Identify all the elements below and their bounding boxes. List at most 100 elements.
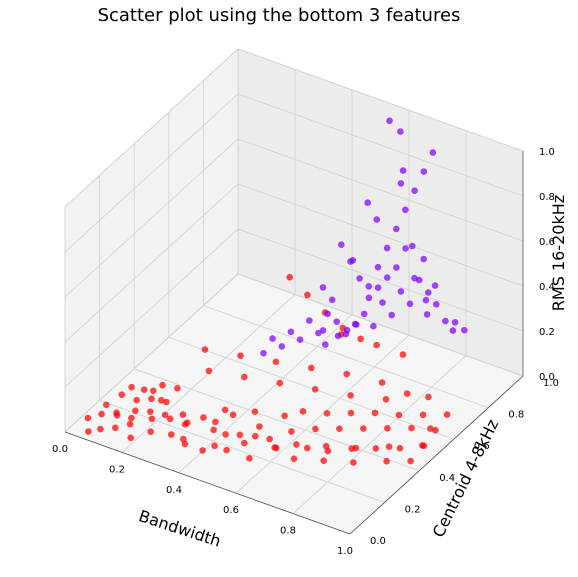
scatter-point [85, 428, 92, 435]
scatter-point [271, 444, 279, 451]
scatter-point [420, 255, 428, 263]
scatter-point [266, 435, 273, 443]
scatter-point [252, 432, 259, 440]
scatter-point [357, 335, 364, 343]
scatter-point [443, 411, 451, 418]
scatter-point [373, 341, 380, 349]
scatter-point [374, 263, 382, 271]
scatter-point [98, 410, 105, 418]
scatter-point [180, 435, 187, 443]
grid-line-y-1 [99, 175, 385, 503]
scatter-point [386, 117, 393, 125]
z-axis-label: RMS 16-20kHz [549, 195, 568, 311]
scatter-point [306, 317, 313, 324]
scatter-point [163, 398, 170, 406]
scatter-point [293, 441, 300, 448]
scatter-point [374, 284, 382, 292]
scatter-point [97, 425, 104, 433]
scatter-point [286, 273, 294, 281]
tick-labels: 0.00.20.40.60.81.00.00.20.40.60.81.00.00… [52, 147, 559, 557]
scatter-point [383, 274, 391, 281]
scatter-point [378, 379, 386, 386]
scatter-point [419, 442, 426, 449]
scatter-point [174, 385, 181, 392]
scatter-point [343, 326, 351, 334]
scatter-point [319, 284, 327, 291]
x-tick-label: 0.2 [109, 464, 125, 475]
scatter-point [159, 381, 166, 389]
scatter-point [205, 367, 213, 375]
scatter-point [223, 446, 230, 454]
scatter-point [181, 421, 189, 428]
z-tick-label: 0.4 [539, 282, 555, 293]
y-axis-line [349, 375, 524, 535]
scatter-point [373, 216, 381, 223]
y-tick-label: 1.0 [543, 378, 559, 389]
scatter-point [429, 149, 437, 156]
scatter-point [393, 225, 400, 233]
scatter-point [290, 455, 298, 463]
x-tick-label: 0.8 [280, 526, 296, 537]
scatter-point [433, 301, 440, 308]
scatter-point [385, 443, 393, 451]
scatter-point [140, 386, 148, 394]
scatter-point [276, 379, 284, 387]
scatter-point [365, 283, 373, 290]
scatter-point [133, 396, 140, 404]
x-tick-label: 1.0 [337, 546, 353, 557]
scatter-point [399, 351, 407, 358]
z-tick-label: 1.0 [539, 147, 555, 158]
scatter-point [402, 245, 409, 252]
scatter-point [347, 392, 354, 399]
scatter-point [338, 241, 345, 248]
scatter-point [409, 242, 416, 250]
y-tick-label: 0.0 [370, 536, 386, 547]
grid-line-y-4 [202, 80, 489, 408]
scatter-point [384, 425, 391, 432]
scatter-point [161, 411, 169, 419]
scatter-point [118, 391, 126, 399]
scatter-point [278, 343, 286, 350]
scatter-point [383, 244, 391, 252]
scatter-point [372, 445, 380, 452]
scatter-point [356, 275, 363, 282]
scatter-point [353, 321, 360, 328]
scatter-point [397, 128, 404, 135]
z-tick-label: 0.6 [539, 237, 555, 248]
scatter-point [166, 415, 174, 423]
scatter-point [402, 206, 409, 214]
scatter-point [397, 288, 405, 295]
scatter-point [269, 335, 276, 342]
scatter-point [396, 444, 404, 452]
x-axis-line [64, 431, 351, 535]
scatter-point [422, 296, 430, 304]
chart-title: Scatter plot using the bottom 3 features [98, 5, 461, 26]
grid-line-y-3 [168, 112, 454, 440]
scatter-point [103, 401, 110, 409]
scatter-point [311, 386, 319, 393]
scatter-point [451, 319, 459, 326]
scatter-point [322, 341, 329, 348]
scatter-point [296, 336, 304, 344]
scatter-point [407, 457, 414, 465]
scatter-point [461, 326, 468, 334]
scatter-point [408, 424, 415, 432]
y-tick-label: 0.4 [439, 473, 455, 484]
scatter-point [399, 167, 407, 174]
grid-line-y-5 [237, 49, 524, 377]
scatter-point [395, 411, 403, 419]
scatter-point [168, 431, 175, 438]
scatter-point [312, 425, 319, 433]
scatter-point [179, 411, 187, 418]
scatter-point [241, 439, 248, 447]
y-tick-label: 0.2 [405, 504, 421, 515]
scatter-point [364, 199, 372, 206]
scatter-point [352, 444, 360, 452]
scatter-point [427, 425, 434, 432]
x-tick-label: 0.6 [223, 505, 239, 516]
scatter-point [222, 431, 229, 438]
scatter-point [411, 274, 418, 282]
scatter-point [281, 412, 288, 420]
scatter-point [343, 370, 351, 378]
scatter-point [287, 328, 295, 336]
